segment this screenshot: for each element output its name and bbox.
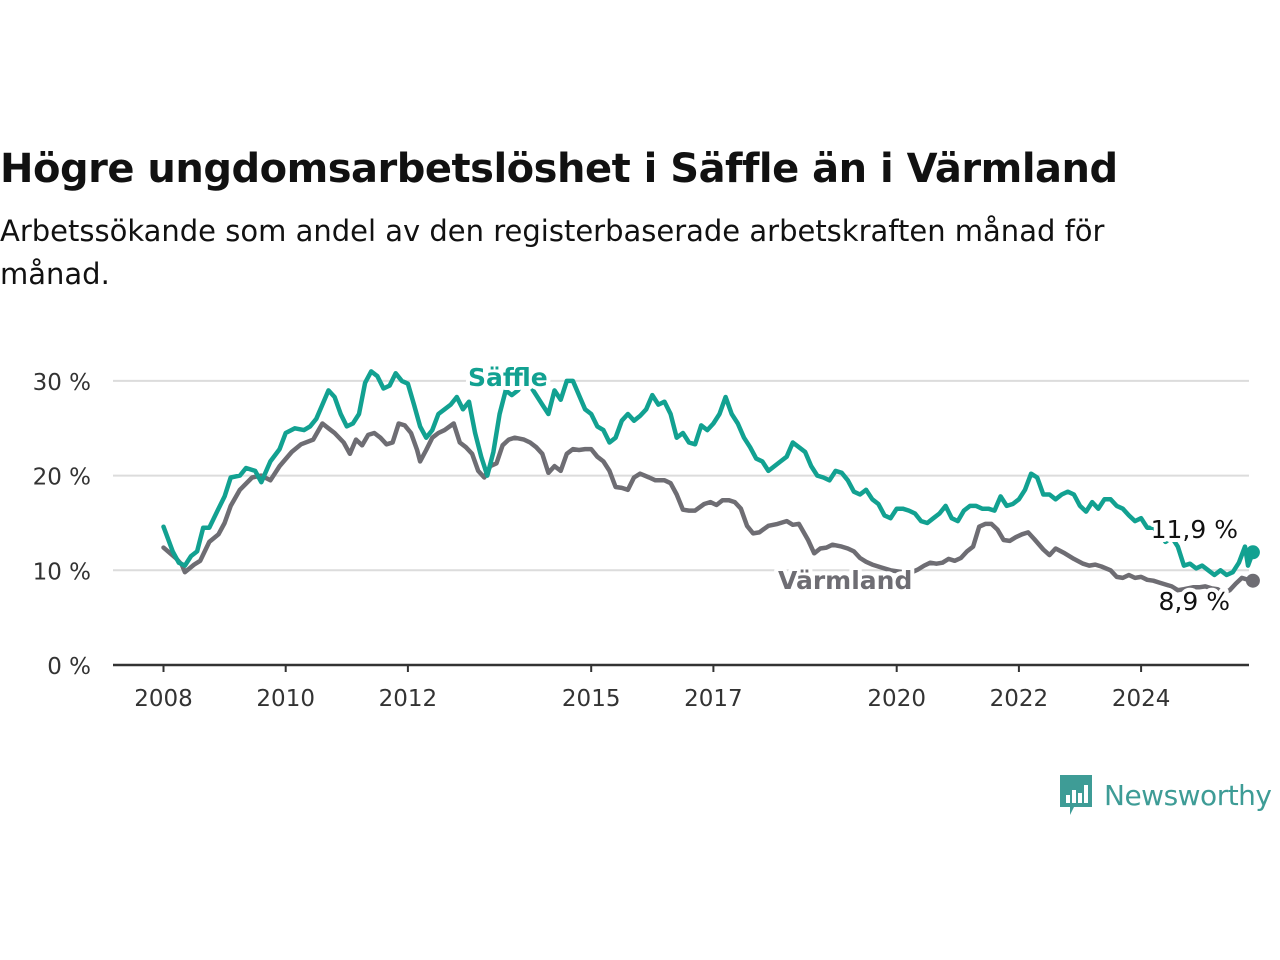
series-label-saffle: Säffle — [468, 363, 548, 392]
x-tick-label: 2012 — [379, 686, 438, 712]
end-point-varmland — [1245, 573, 1260, 588]
newsworthy-brand: Newsworthy — [1058, 773, 1272, 817]
line-saffle — [161, 369, 1256, 578]
y-tick-label: 0 % — [47, 654, 91, 680]
y-tick-label: 10 % — [33, 559, 91, 585]
x-axis: 2008 2010 2012 2015 2017 2020 2022 2024 — [113, 663, 1249, 712]
x-tick-label: 2010 — [256, 686, 315, 712]
x-tick-label: 2015 — [562, 686, 621, 712]
y-tick-label: 20 % — [33, 465, 91, 491]
series-label-varmland: Värmland — [778, 566, 912, 595]
series-labels: Säffle Värmland 11,9 % 8,9 % — [464, 359, 1242, 620]
y-axis: 0 % 10 % 20 % 30 % — [33, 370, 91, 680]
gridlines — [113, 379, 1249, 572]
x-tick-label: 2022 — [990, 686, 1049, 712]
chart-subtitle: Arbetssökande som andel av den registerb… — [0, 214, 1105, 291]
x-tick-label: 2024 — [1112, 686, 1171, 712]
x-tick-label: 2008 — [134, 686, 193, 712]
end-value-saffle: 11,9 % — [1151, 515, 1238, 544]
y-tick-label: 30 % — [33, 370, 91, 396]
x-tick-label: 2017 — [684, 686, 743, 712]
chart-title: Högre ungdomsarbetslöshet i Säffle än i … — [0, 146, 1118, 192]
x-tick-label: 2020 — [867, 686, 926, 712]
end-value-varmland: 8,9 % — [1159, 587, 1230, 616]
newsworthy-logo-icon — [1060, 775, 1092, 815]
end-point-saffle — [1245, 545, 1260, 560]
series-lines — [161, 369, 1260, 596]
brand-name: Newsworthy — [1104, 778, 1272, 812]
line-varmland — [161, 421, 1256, 596]
